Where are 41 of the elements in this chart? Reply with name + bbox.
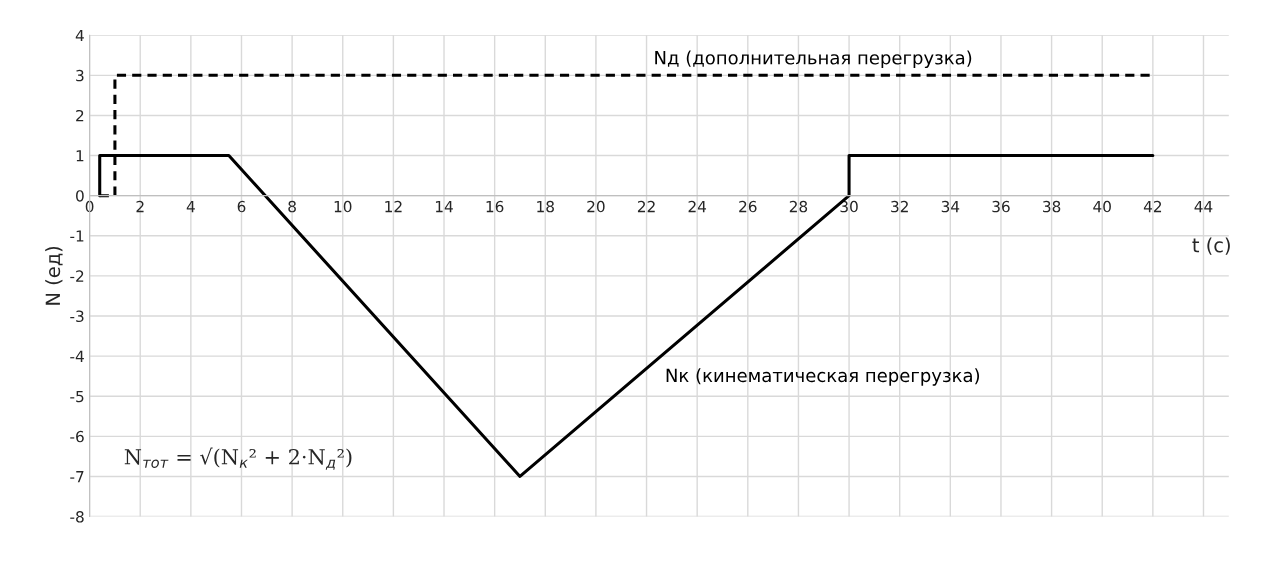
x-tick-label: 18 <box>537 200 554 213</box>
series-label: Nд (дополнительная перегрузка) <box>655 50 972 69</box>
x-tick-label: 40 <box>1093 200 1111 213</box>
x-tick-label: 6 <box>237 200 246 213</box>
x-tick-label: 42 <box>1143 200 1162 213</box>
x-tick-label: 38 <box>1043 200 1061 213</box>
x-tick-label: 26 <box>739 200 757 213</box>
y-tick-label: -8 <box>70 511 84 523</box>
x-axis-title: t (c) <box>1192 237 1230 255</box>
x-tick-label: 2 <box>136 200 144 213</box>
x-tick-label: 30 <box>840 200 858 213</box>
x-tick-label: 8 <box>288 200 296 213</box>
series-label: Nк (кинематическая перегрузка) <box>666 368 980 386</box>
y-tick-label: 4 <box>75 29 84 42</box>
x-tick-label: 44 <box>1194 201 1213 213</box>
x-tick-label: 16 <box>486 200 504 213</box>
y-tick-label: 0 <box>76 190 84 202</box>
y-tick-label: 1 <box>76 150 84 162</box>
x-tick-label: 10 <box>334 200 352 213</box>
x-tick-label: 32 <box>891 200 908 213</box>
y-tick-label: 2 <box>76 109 84 122</box>
y-tick-label: -6 <box>70 430 84 443</box>
y-tick-label: -5 <box>70 390 84 403</box>
x-tick-label: 14 <box>435 201 453 213</box>
y-tick-label: -2 <box>70 270 84 282</box>
y-tick-label: -1 <box>70 230 84 242</box>
y-tick-label: -7 <box>70 471 84 483</box>
x-tick-label: 22 <box>637 200 655 213</box>
y-tick-label: -3 <box>70 310 84 323</box>
x-tick-label: 28 <box>789 200 808 213</box>
x-tick-label: 12 <box>385 200 402 213</box>
annotation: N$_{тот}$ = √(N$_{к}$² + 2·N$_{д}$²) <box>124 447 352 470</box>
x-tick-label: 34 <box>941 200 960 213</box>
x-tick-label: 20 <box>587 200 605 213</box>
y-tick-label: -4 <box>70 350 84 362</box>
x-tick-label: 36 <box>992 200 1010 213</box>
x-tick-label: 4 <box>186 201 195 213</box>
y-axis-title: N (ед) <box>45 246 63 305</box>
x-tick-label: 24 <box>688 200 707 213</box>
y-tick-label: 3 <box>76 69 84 82</box>
x-tick-label: 0 <box>85 200 94 213</box>
